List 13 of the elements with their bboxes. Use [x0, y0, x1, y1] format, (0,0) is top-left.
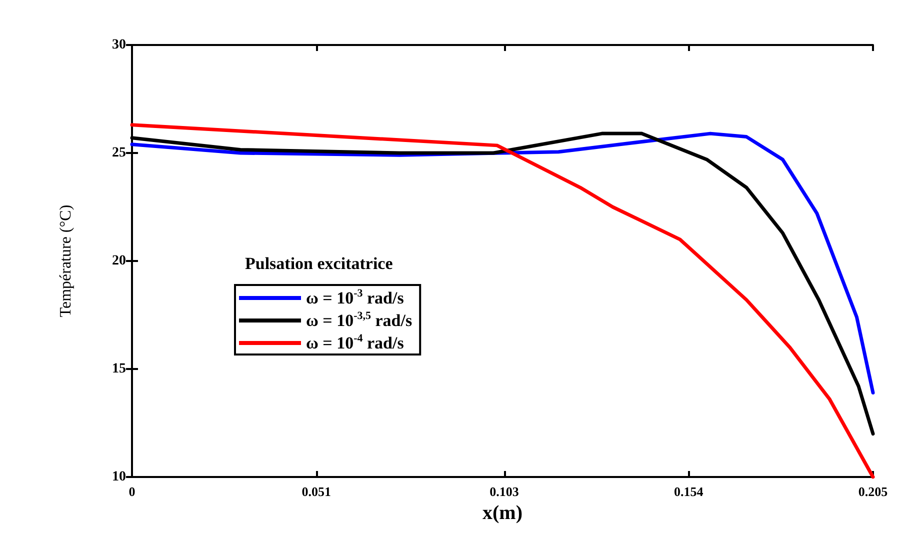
x-tick-label: 0.154 — [674, 484, 704, 499]
x-axis-title: x(m) — [482, 502, 522, 524]
y-tick-label: 30 — [112, 38, 126, 52]
y-tick-label: 20 — [112, 254, 126, 268]
x-tick-label: 0.103 — [490, 484, 520, 499]
legend-title: Pulsation excitatrice — [245, 254, 394, 273]
x-tick-label: 0.205 — [858, 484, 888, 499]
y-tick-label: 15 — [112, 362, 126, 376]
y-tick-label: 25 — [112, 146, 126, 160]
y-axis-title: Température (°C) — [58, 204, 74, 318]
y-tick-label: 10 — [112, 470, 126, 484]
x-tick-label: 0.051 — [302, 484, 331, 499]
x-tick-label: 0 — [128, 484, 136, 499]
